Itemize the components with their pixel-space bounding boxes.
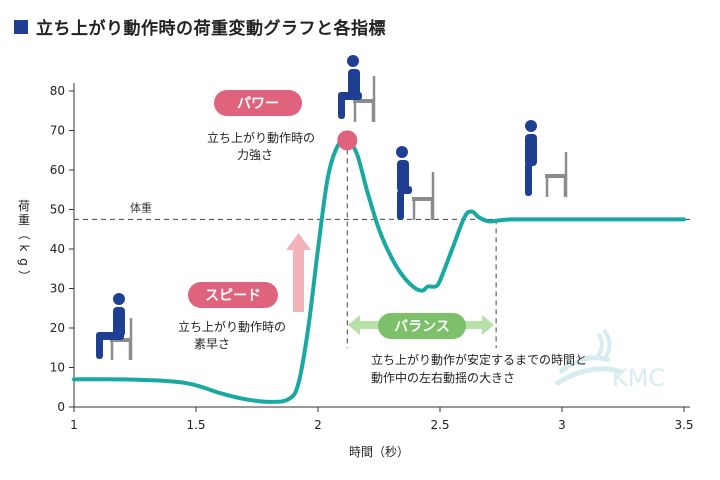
svg-text:）: ）	[17, 270, 31, 282]
watermark-swoosh-icon	[558, 355, 611, 374]
speed-pill-label: スピード	[205, 288, 261, 304]
svg-text:重: 重	[18, 213, 30, 227]
speed-pill: スピード	[188, 282, 278, 308]
sitting-person-icon	[96, 293, 133, 360]
y-tick-label: 10	[50, 361, 65, 375]
power-pill-label: パワー	[237, 96, 279, 112]
svg-text:（: （	[17, 228, 31, 240]
series-line	[72, 137, 686, 404]
y-tick-label: 20	[50, 321, 65, 335]
svg-text:g: g	[17, 258, 31, 266]
x-tick-label: 3.5	[674, 418, 693, 432]
y-tick-label: 70	[50, 124, 65, 138]
title-square-icon	[14, 19, 28, 34]
watermark-swoosh-icon	[554, 366, 623, 387]
peak-marker	[337, 130, 358, 151]
x-tick-label: 2	[314, 418, 322, 432]
balance-text-line1: 立ち上がり動作が安定するまでの時間と	[371, 352, 587, 367]
half-standing-person-icon	[396, 146, 435, 220]
watermark-wave-icon	[596, 332, 604, 358]
rising-person-icon	[338, 55, 376, 122]
y-axis-label: 荷重（ kg ）	[17, 199, 31, 282]
watermark-text: KMC	[612, 364, 665, 392]
y-tick-label: 40	[50, 242, 65, 256]
x-tick-label: 2.5	[430, 418, 449, 432]
y-tick-label: 30	[50, 282, 65, 296]
balance-pill-label: バランス	[394, 319, 450, 335]
chart-title-text: 立ち上がり動作時の荷重変動グラフと各指標	[36, 19, 386, 39]
y-tick-label: 60	[50, 163, 65, 177]
x-tick-label: 3	[558, 418, 566, 432]
y-tick-label: 80	[50, 84, 65, 98]
speed-text-line1: 立ち上がり動作時の	[178, 319, 286, 334]
speed-text-line2: 素早さ	[194, 337, 230, 351]
speed-arrow-icon	[286, 233, 311, 312]
standing-person-icon	[525, 120, 568, 197]
svg-text:荷: 荷	[18, 199, 30, 213]
y-tick-label: 50	[50, 203, 65, 217]
power-text-line1: 立ち上がり動作時の	[207, 130, 315, 145]
watermark: KMC	[554, 328, 665, 392]
reference-line-label: 体重	[130, 200, 152, 214]
power-text-line2: 力強さ	[237, 148, 273, 162]
chart-title: 立ち上がり動作時の荷重変動グラフと各指標	[14, 14, 386, 39]
balance-text-line2: 動作中の左右動揺の大きさ	[371, 370, 515, 385]
power-pill: パワー	[214, 90, 302, 116]
y-tick-label: 0	[57, 400, 65, 414]
x-tick-label: 1.5	[186, 418, 205, 432]
watermark-wave-icon	[602, 328, 612, 362]
svg-text:k: k	[17, 245, 31, 252]
axes: 0 10 20 30 40 50 60 70 80 1 1.5 2 2.5 3 3.5 時間（秒） 荷重（ kg ）	[17, 83, 694, 459]
x-tick-label: 1	[70, 418, 78, 432]
x-axis-label: 時間（秒）	[349, 445, 409, 459]
balance-pill: バランス	[378, 313, 466, 339]
